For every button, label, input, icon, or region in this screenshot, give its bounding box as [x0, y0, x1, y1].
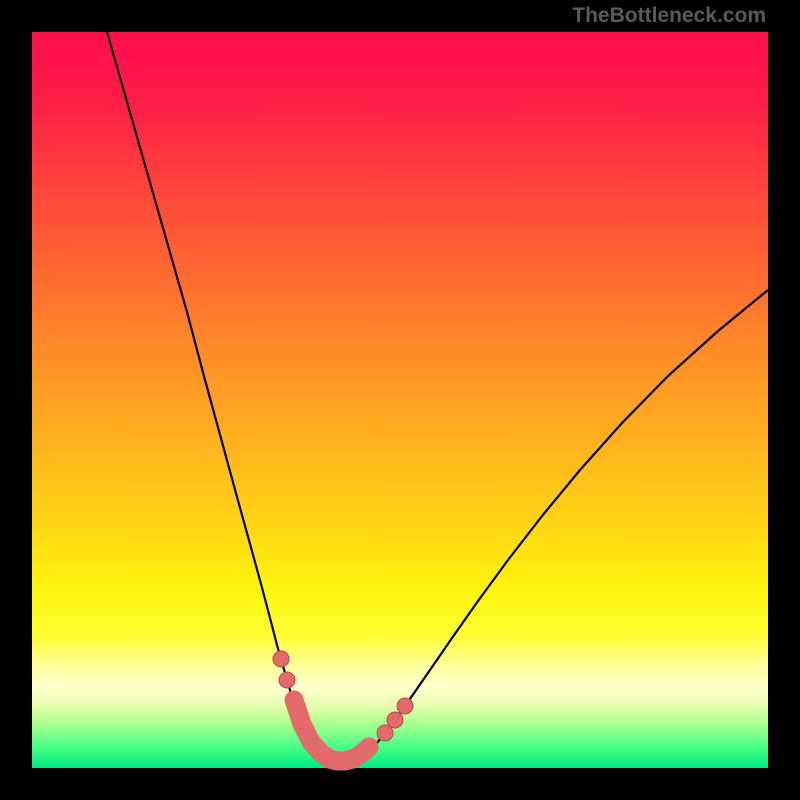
- marker-dot: [387, 712, 403, 728]
- gradient-background: [32, 32, 768, 768]
- plot-svg: [32, 32, 768, 768]
- marker-dot: [273, 651, 289, 667]
- chart-canvas: TheBottleneck.com: [0, 0, 800, 800]
- marker-dot: [279, 672, 295, 688]
- watermark-text: TheBottleneck.com: [572, 4, 766, 28]
- marker-dot: [397, 698, 413, 714]
- plot-area: [32, 32, 768, 768]
- marker-dot: [377, 725, 393, 741]
